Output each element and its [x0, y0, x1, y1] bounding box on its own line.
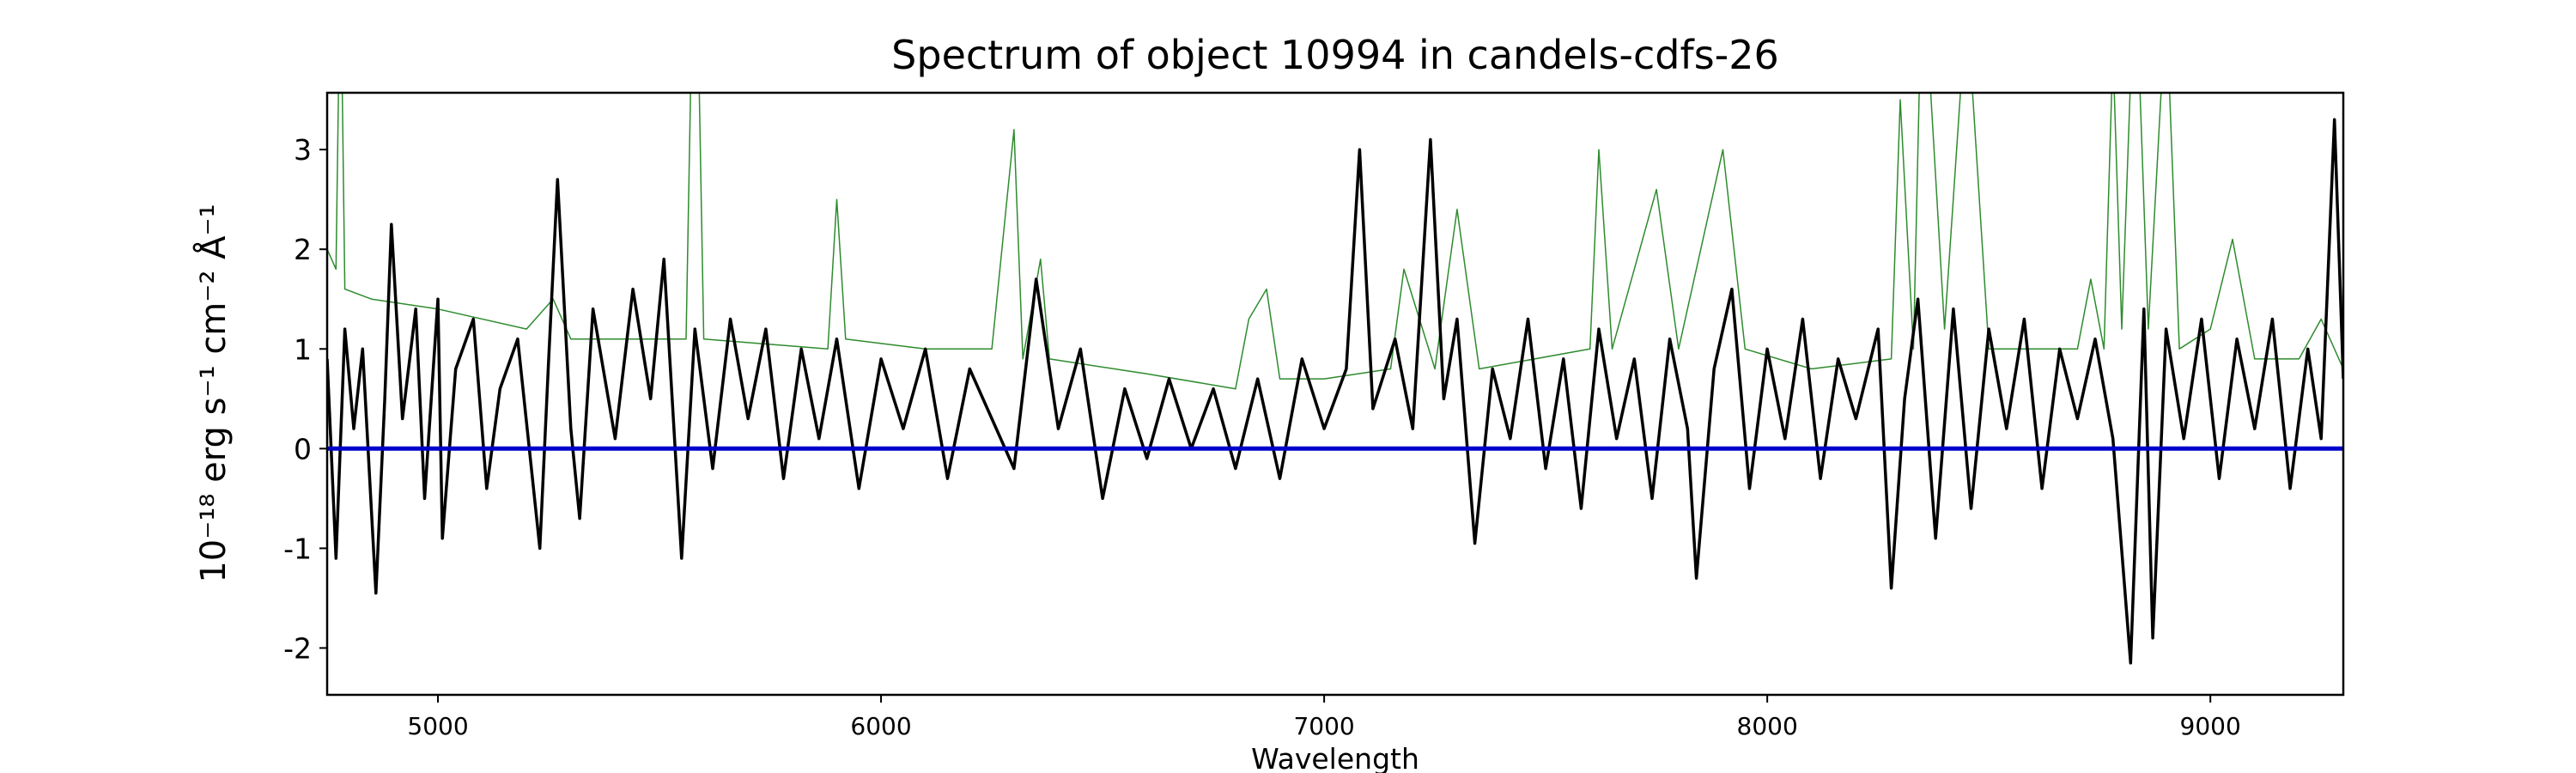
plot-area — [327, 93, 2343, 665]
y-tick-label: 3 — [294, 133, 312, 167]
y-tick-label: 0 — [294, 432, 312, 466]
x-tick-label: 5000 — [407, 712, 468, 740]
chart-title: Spectrum of object 10994 in candels-cdfs… — [891, 32, 1779, 78]
spectrum-line — [327, 118, 2343, 665]
x-tick-label: 7000 — [1293, 712, 1354, 740]
spectrum-line — [327, 93, 2343, 390]
y-axis-label: 10⁻¹⁸ erg s⁻¹ cm⁻² Å⁻¹ — [192, 204, 234, 582]
x-axis-label: Wavelength — [1251, 742, 1419, 773]
axes-frame — [325, 91, 2345, 697]
x-tick-label: 8000 — [1737, 712, 1798, 740]
y-tick-label: -1 — [283, 532, 312, 565]
y-tick-label: 1 — [294, 332, 312, 366]
x-tick-label: 9000 — [2180, 712, 2241, 740]
y-tick-label: 2 — [294, 233, 312, 266]
y-tick-label: -2 — [283, 631, 312, 665]
x-tick-label: 6000 — [850, 712, 911, 740]
